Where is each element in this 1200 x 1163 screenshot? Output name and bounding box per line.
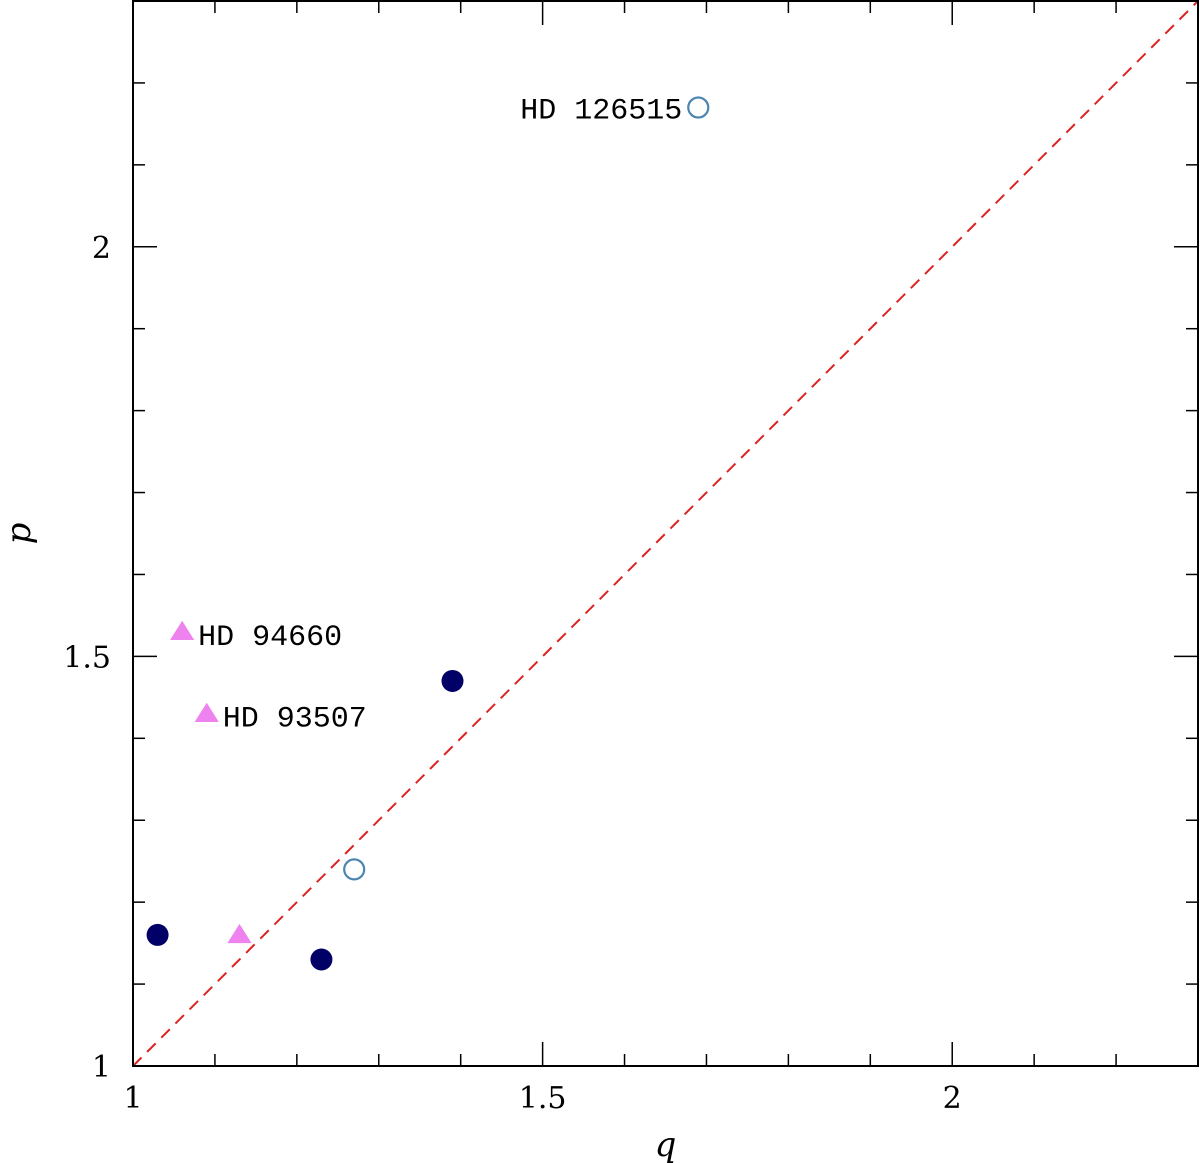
point-label: HD 93507	[223, 703, 367, 737]
point-annotations: HD 126515 HD 94660 HD 93507	[198, 95, 682, 737]
point-label: HD 94660	[198, 621, 342, 655]
y-tick-label: 1.5	[63, 640, 111, 675]
data-point-open-circle	[343, 858, 366, 881]
data-point-filled-circle	[310, 948, 333, 971]
point-label: HD 126515	[520, 95, 682, 129]
data-points	[146, 96, 710, 971]
x-tick-label: 1	[123, 1081, 142, 1116]
plot-frame	[132, 0, 1199, 1067]
y-tick-label: 2	[92, 231, 111, 266]
x-tick-label: 2	[943, 1081, 962, 1116]
y-tick-labels: 11.52	[63, 231, 111, 1085]
y-axis-title: p	[0, 523, 39, 545]
x-axis-title: q	[655, 1125, 677, 1163]
data-point-filled-circle	[146, 923, 169, 946]
x-tick-label: 1.5	[519, 1081, 567, 1116]
data-point-triangle	[170, 620, 195, 641]
x-tick-labels: 1 1.5 2	[123, 1081, 961, 1116]
minor-ticks	[133, 1, 1198, 1066]
y-tick-label: 1	[92, 1050, 111, 1085]
data-point-triangle	[194, 702, 219, 722]
data-point-triangle	[227, 923, 252, 944]
identity-reference-line	[132, 0, 1199, 1067]
data-point-open-circle	[687, 96, 710, 119]
data-point-filled-circle	[441, 669, 464, 692]
